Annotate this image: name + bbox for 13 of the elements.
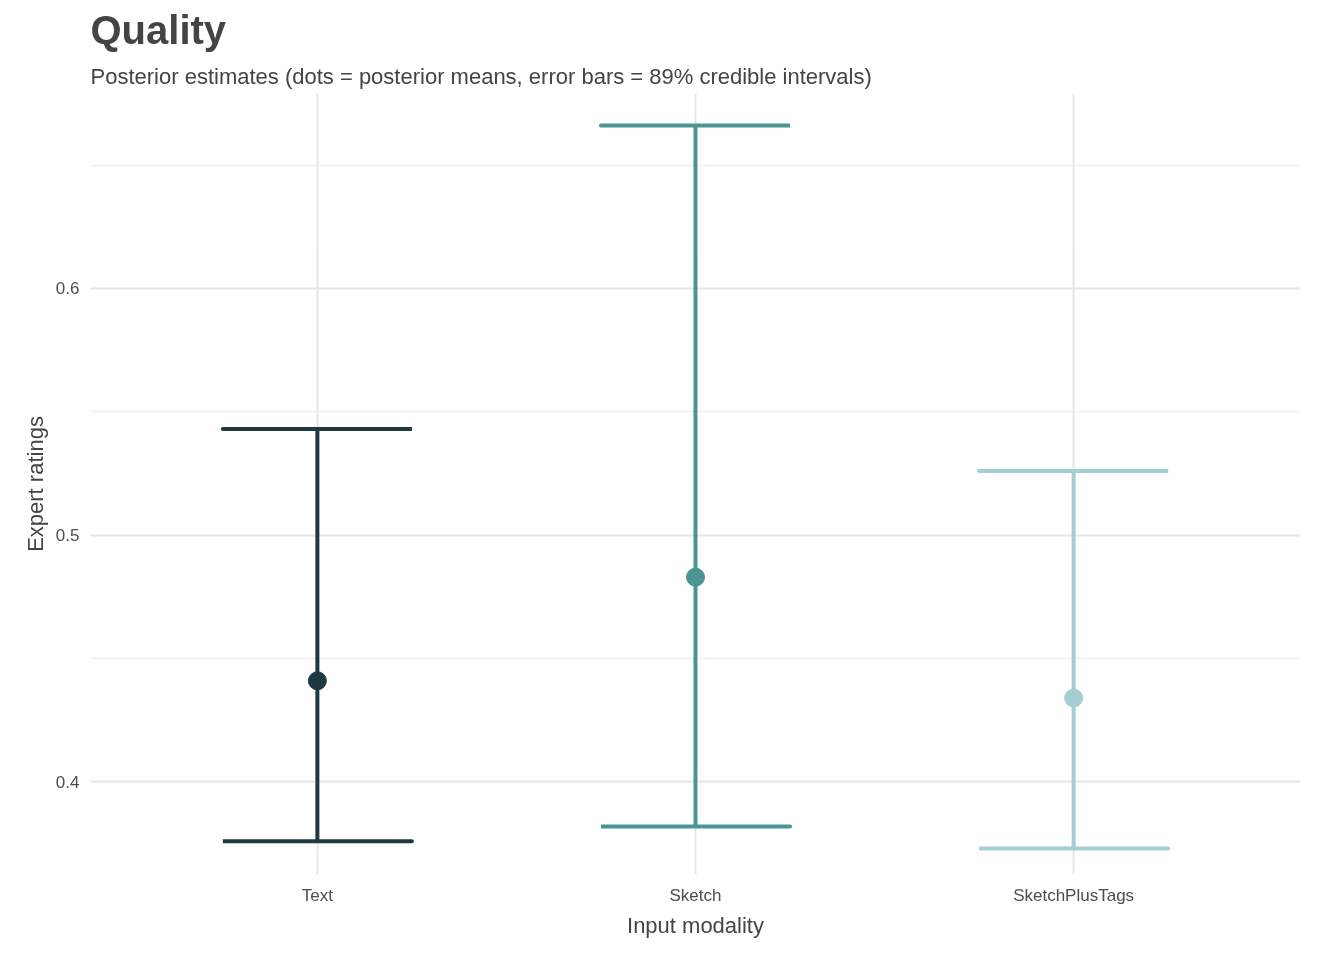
point xyxy=(1064,688,1084,708)
y-tick-label: 0.5 xyxy=(55,526,80,546)
y-tick-label: 0.4 xyxy=(55,772,80,792)
chart-subtitle: Posterior estimates (dots = posterior means, error bars = 89% credible intervals) xyxy=(90,63,872,89)
y-axis-title: Expert ratings xyxy=(22,416,48,552)
y-tick-label: 0.6 xyxy=(55,279,80,299)
point xyxy=(307,671,327,691)
x-tick-label: SketchPlusTags xyxy=(1013,885,1135,905)
x-axis-title: Input modality xyxy=(627,912,764,938)
x-tick-label: Text xyxy=(301,885,334,905)
point xyxy=(686,567,705,587)
chart-title: Quality xyxy=(90,7,227,52)
x-tick-label: Sketch xyxy=(669,885,722,905)
